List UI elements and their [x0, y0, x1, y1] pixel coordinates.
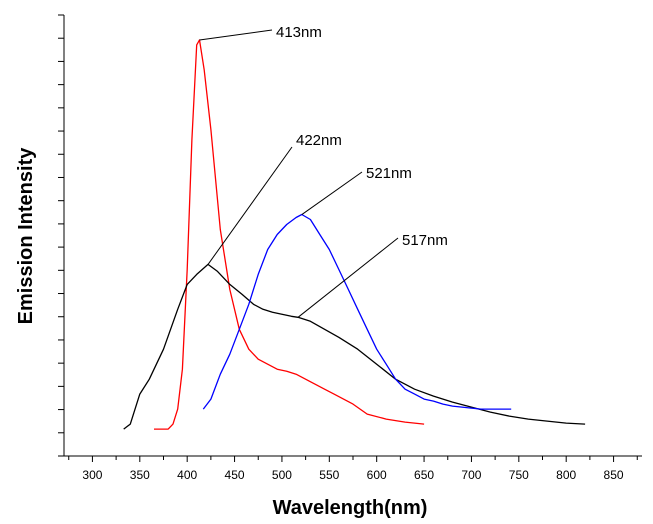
x-tick-label: 600: [367, 468, 387, 482]
x-tick-label: 550: [319, 468, 339, 482]
x-tick-label: 850: [604, 468, 624, 482]
x-tick-label: 500: [272, 468, 292, 482]
annotation-label: 517nm: [402, 232, 448, 249]
y-axis-title: Emission Intensity: [15, 147, 37, 325]
x-tick-label: 300: [82, 468, 102, 482]
x-ticks: 300 350 400 450 500 550 600 650 700 750 800 850: [68, 456, 638, 482]
annotation-leader: [301, 171, 363, 215]
annotation-leader: [297, 237, 399, 318]
annotation-leader: [199, 29, 273, 41]
y-ticks: [58, 14, 64, 457]
annotation-label: 422nm: [296, 132, 342, 149]
x-tick-label: 750: [509, 468, 529, 482]
annotation-layer: 413nm 422nm 521nm 517nm: [199, 24, 448, 318]
annotation-leader: [207, 146, 293, 265]
x-tick-label: 400: [177, 468, 197, 482]
series-line: [154, 39, 425, 430]
annotation-label: 413nm: [276, 24, 322, 41]
x-tick-label: 700: [461, 468, 481, 482]
series-layer: [123, 39, 586, 430]
x-tick-label: 800: [556, 468, 576, 482]
annotation-label: 521nm: [366, 165, 412, 182]
x-axis-title: Wavelength(nm): [273, 497, 428, 519]
x-tick-label: 450: [225, 468, 245, 482]
series-line: [202, 213, 512, 410]
x-tick-label: 650: [414, 468, 434, 482]
x-tick-label: 350: [130, 468, 150, 482]
